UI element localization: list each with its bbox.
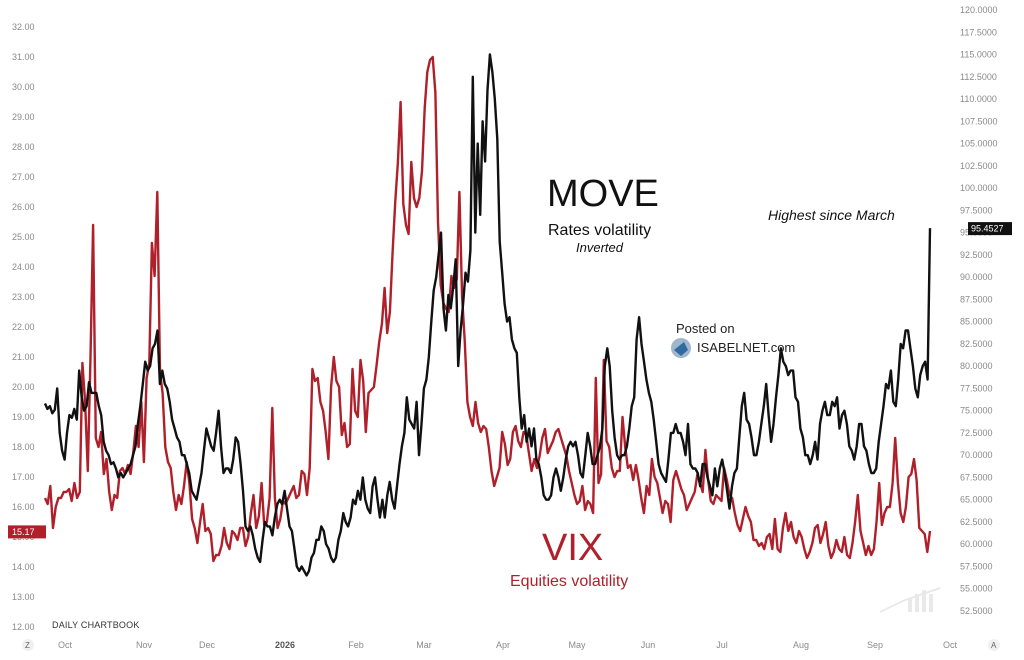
svg-text:Z: Z (25, 641, 30, 650)
right-tick-label: 105.0000 (960, 139, 998, 149)
left-tick-label: 29.00 (12, 112, 35, 122)
right-tick-label: 92.5000 (960, 250, 993, 260)
move-series-line (43, 53, 932, 577)
right-tick-label: 110.0000 (960, 94, 997, 104)
series-layer (43, 53, 932, 577)
right-tick-label: 107.5000 (960, 116, 998, 126)
left-tick-label: 27.00 (12, 172, 35, 182)
right-tick-label: 62.5000 (960, 517, 993, 527)
x-tick-label: 2026 (275, 640, 295, 650)
right-tick-label: 100.0000 (960, 183, 998, 193)
chart-logo-icon (879, 587, 941, 613)
move-description: Rates volatility (548, 222, 651, 239)
left-tick-label: 26.00 (12, 202, 35, 212)
right-tick-label: 85.0000 (960, 317, 993, 327)
x-tick-label: Sep (867, 640, 883, 650)
right-tick-label: 55.0000 (960, 584, 993, 594)
left-tick-label: 32.00 (12, 22, 35, 32)
left-tick-label: 23.00 (12, 292, 35, 302)
left-scale-button[interactable]: Z (22, 639, 34, 651)
left-tick-label: 20.00 (12, 382, 35, 392)
svg-text:15.17: 15.17 (12, 527, 35, 537)
vix-description: Equities volatility (510, 573, 628, 590)
watermark: Posted on ISABELNET.com (671, 321, 795, 358)
right-tick-label: 102.5000 (960, 161, 998, 171)
left-tick-label: 19.00 (12, 412, 35, 422)
x-tick-label: Nov (136, 640, 153, 650)
left-tick-label: 16.00 (12, 502, 35, 512)
highlight-annotation: Highest since March (768, 207, 895, 223)
right-tick-label: 97.5000 (960, 205, 993, 215)
watermark-posted-on: Posted on (676, 321, 735, 336)
right-tick-label: 87.5000 (960, 294, 993, 304)
x-tick-label: Oct (943, 640, 958, 650)
x-tick-label: Dec (199, 640, 216, 650)
right-tick-label: 65.0000 (960, 495, 993, 505)
right-tick-label: 80.0000 (960, 361, 993, 371)
left-axis: 32.00 31.00 30.00 29.00 28.00 27.00 26.00 25.00… (12, 22, 35, 632)
x-tick-label: Jul (716, 640, 728, 650)
right-tick-label: 57.5000 (960, 561, 993, 571)
x-tick-label: Mar (416, 640, 432, 650)
right-tick-label: 82.5000 (960, 339, 993, 349)
left-tick-label: 21.00 (12, 352, 35, 362)
isabelnet-logo-mark (674, 342, 688, 356)
right-tick-label: 70.0000 (960, 450, 993, 460)
right-tick-label: 120.0000 (960, 5, 998, 15)
left-tick-label: 25.00 (12, 232, 35, 242)
move-label: MOVE (547, 173, 659, 215)
move-inverted-note: Inverted (576, 240, 624, 255)
right-tick-label: 52.5000 (960, 606, 993, 616)
left-tick-label: 28.00 (12, 142, 35, 152)
x-tick-label: Apr (496, 640, 510, 650)
right-tick-label: 90.0000 (960, 272, 993, 282)
right-axis: 120.0000 117.5000 115.0000 112.5000 110.0000… (960, 5, 998, 616)
left-tick-label: 31.00 (12, 52, 35, 62)
left-tick-label: 24.00 (12, 262, 35, 272)
vix-series-line (43, 55, 932, 563)
right-tick-label: 112.5000 (960, 72, 997, 82)
left-tick-label: 13.00 (12, 592, 35, 602)
right-tick-label: 115.0000 (960, 50, 997, 60)
right-tick-label: 67.5000 (960, 472, 993, 482)
right-tick-label: 60.0000 (960, 539, 993, 549)
right-tick-label: 77.5000 (960, 383, 993, 393)
left-tick-label: 18.00 (12, 442, 35, 452)
left-tick-label: 17.00 (12, 472, 35, 482)
right-tick-label: 117.5000 (960, 27, 997, 37)
vix-label: VIX (542, 527, 603, 569)
left-tick-label: 30.00 (12, 82, 35, 92)
x-tick-label: Jun (641, 640, 656, 650)
source-label: DAILY CHARTBOOK (52, 620, 140, 630)
left-tick-label: 14.00 (12, 562, 35, 572)
svg-text:A: A (991, 641, 997, 650)
vix-last-value-badge: 15.17 (8, 525, 46, 539)
watermark-site: ISABELNET.com (697, 340, 795, 355)
right-tick-label: 72.5000 (960, 428, 993, 438)
left-tick-label: 12.00 (12, 622, 35, 632)
x-axis: Oct Nov Dec 2026 Feb Mar Apr May Jun Jul Aug Sep Oct (58, 640, 958, 650)
x-tick-label: Aug (793, 640, 809, 650)
x-tick-label: May (568, 640, 586, 650)
move-last-value-badge: 95.4527 (968, 222, 1012, 236)
right-tick-label: 75.0000 (960, 406, 993, 416)
left-tick-label: 22.00 (12, 322, 35, 332)
right-scale-button[interactable]: A (988, 639, 1000, 651)
svg-text:95.4527: 95.4527 (971, 224, 1004, 234)
x-tick-label: Oct (58, 640, 73, 650)
x-tick-label: Feb (348, 640, 364, 650)
